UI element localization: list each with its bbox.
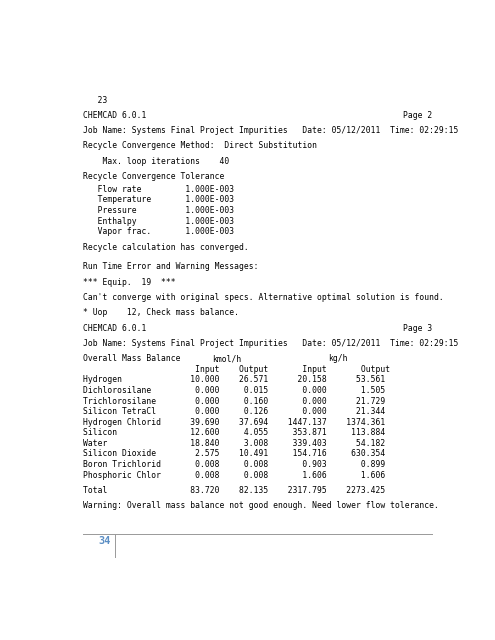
Text: Enthalpy          1.000E-003: Enthalpy 1.000E-003 bbox=[83, 216, 234, 226]
Text: Recycle Convergence Method:  Direct Substitution: Recycle Convergence Method: Direct Subst… bbox=[83, 141, 317, 150]
Text: Temperature       1.000E-003: Temperature 1.000E-003 bbox=[83, 195, 234, 204]
Text: Vapor frac.       1.000E-003: Vapor frac. 1.000E-003 bbox=[83, 227, 234, 236]
Text: Hydrogen              10.000    26.571      20.158      53.561: Hydrogen 10.000 26.571 20.158 53.561 bbox=[83, 375, 385, 384]
Text: Silicon TetraCl        0.000     0.126       0.000      21.344: Silicon TetraCl 0.000 0.126 0.000 21.344 bbox=[83, 407, 385, 416]
Text: Total                 83.720    82.135    2317.795    2273.425: Total 83.720 82.135 2317.795 2273.425 bbox=[83, 486, 385, 495]
Text: Max. loop iterations    40: Max. loop iterations 40 bbox=[83, 157, 229, 166]
Text: kmol/h: kmol/h bbox=[212, 354, 242, 363]
Text: Recycle calculation has converged.: Recycle calculation has converged. bbox=[83, 243, 248, 252]
Text: Warning: Overall mass balance not good enough. Need lower flow tolerance.: Warning: Overall mass balance not good e… bbox=[83, 501, 439, 510]
Text: Trichlorosilane        0.000     0.160       0.000      21.729: Trichlorosilane 0.000 0.160 0.000 21.729 bbox=[83, 397, 385, 406]
Text: Job Name: Systems Final Project Impurities   Date: 05/12/2011  Time: 02:29:15: Job Name: Systems Final Project Impuriti… bbox=[83, 126, 458, 135]
Text: Page 3: Page 3 bbox=[403, 324, 432, 333]
Text: Dichlorosilane         0.000     0.015       0.000       1.505: Dichlorosilane 0.000 0.015 0.000 1.505 bbox=[83, 386, 385, 395]
Text: Flow rate         1.000E-003: Flow rate 1.000E-003 bbox=[83, 185, 234, 194]
Text: * Uop    12, Check mass balance.: * Uop 12, Check mass balance. bbox=[83, 308, 239, 317]
Text: Run Time Error and Warning Messages:: Run Time Error and Warning Messages: bbox=[83, 262, 258, 271]
Text: Input    Output       Input       Output: Input Output Input Output bbox=[83, 365, 390, 374]
Text: Silicon               12.600     4.055     353.871     113.884: Silicon 12.600 4.055 353.871 113.884 bbox=[83, 428, 385, 437]
Text: 34: 34 bbox=[98, 536, 110, 546]
Text: Silicon Dioxide        2.575    10.491     154.716     630.354: Silicon Dioxide 2.575 10.491 154.716 630… bbox=[83, 449, 385, 458]
Text: Recycle Convergence Tolerance: Recycle Convergence Tolerance bbox=[83, 172, 224, 181]
Text: Boron Trichlorid       0.008     0.008       0.903       0.899: Boron Trichlorid 0.008 0.008 0.903 0.899 bbox=[83, 460, 385, 469]
Text: Page 2: Page 2 bbox=[403, 111, 432, 120]
Text: Overall Mass Balance: Overall Mass Balance bbox=[83, 354, 181, 363]
Text: *** Equip.  19  ***: *** Equip. 19 *** bbox=[83, 278, 176, 287]
Text: Hydrogen Chlorid      39.690    37.694    1447.137    1374.361: Hydrogen Chlorid 39.690 37.694 1447.137 … bbox=[83, 418, 385, 427]
Text: Pressure          1.000E-003: Pressure 1.000E-003 bbox=[83, 206, 234, 215]
Text: kg/h: kg/h bbox=[328, 354, 348, 363]
Text: Can't converge with original specs. Alternative optimal solution is found.: Can't converge with original specs. Alte… bbox=[83, 293, 444, 302]
Text: Water                 18.840     3.008     339.403      54.182: Water 18.840 3.008 339.403 54.182 bbox=[83, 439, 385, 448]
Text: Job Name: Systems Final Project Impurities   Date: 05/12/2011  Time: 02:29:15: Job Name: Systems Final Project Impuriti… bbox=[83, 339, 458, 348]
Text: Phosphoric Chlor       0.008     0.008       1.606       1.606: Phosphoric Chlor 0.008 0.008 1.606 1.606 bbox=[83, 470, 385, 479]
Text: CHEMCAD 6.0.1: CHEMCAD 6.0.1 bbox=[83, 324, 147, 333]
Text: 23: 23 bbox=[83, 95, 107, 104]
Text: CHEMCAD 6.0.1: CHEMCAD 6.0.1 bbox=[83, 111, 147, 120]
